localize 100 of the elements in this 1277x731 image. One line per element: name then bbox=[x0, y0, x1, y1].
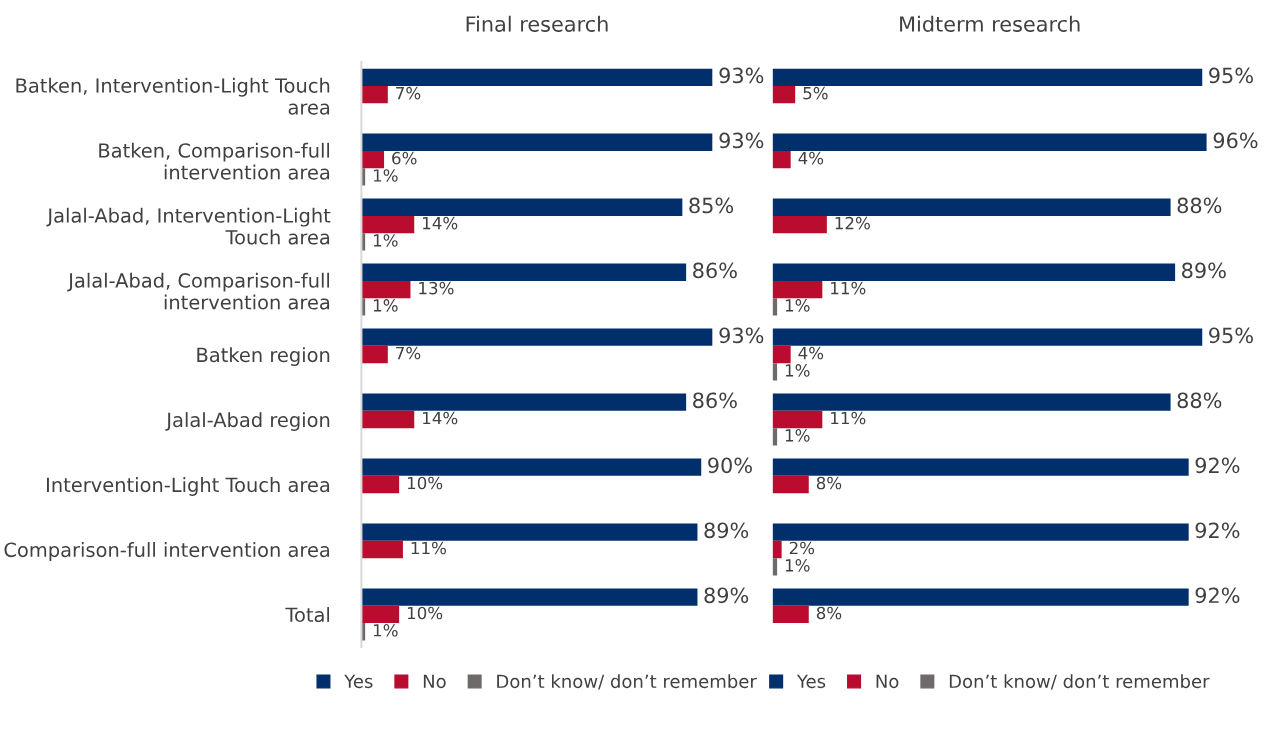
bar bbox=[772, 523, 1189, 541]
data-label: 7% bbox=[396, 86, 421, 100]
bar bbox=[361, 263, 687, 281]
bar bbox=[772, 475, 809, 494]
data-label: 85% bbox=[689, 197, 734, 214]
bar bbox=[361, 280, 411, 299]
data-label: 10% bbox=[407, 476, 443, 490]
bar bbox=[772, 150, 791, 169]
data-label: 95% bbox=[1209, 327, 1253, 344]
bar bbox=[772, 85, 796, 104]
data-label: 93% bbox=[719, 327, 764, 344]
legend-label: Yes bbox=[344, 674, 373, 689]
y-tick-label: Jalal-Abad region bbox=[165, 412, 330, 431]
bar bbox=[361, 345, 388, 364]
bar bbox=[772, 540, 782, 559]
data-label: 89% bbox=[1182, 262, 1226, 279]
data-label: 1% bbox=[785, 364, 810, 377]
data-label: 8% bbox=[816, 606, 842, 620]
data-label: 88% bbox=[1177, 392, 1222, 409]
bar bbox=[772, 215, 827, 234]
data-label: 95% bbox=[1209, 67, 1253, 84]
data-label: 4% bbox=[798, 346, 824, 360]
bar bbox=[361, 393, 687, 411]
data-label: 1% bbox=[785, 429, 810, 442]
bar bbox=[772, 588, 1189, 606]
data-label: 88% bbox=[1177, 197, 1222, 214]
data-label: 92% bbox=[1195, 457, 1240, 474]
data-label: 1% bbox=[373, 624, 398, 637]
bar bbox=[772, 363, 778, 381]
legend-label: Don’t know/ don’t remember bbox=[497, 674, 757, 690]
bar bbox=[361, 85, 388, 104]
data-label: 1% bbox=[373, 234, 398, 247]
bar bbox=[772, 68, 1203, 86]
data-label: 8% bbox=[816, 476, 842, 490]
bar bbox=[361, 588, 698, 606]
bar bbox=[361, 540, 403, 559]
data-label: 13% bbox=[419, 281, 454, 295]
bar bbox=[361, 68, 713, 86]
bar bbox=[772, 458, 1189, 476]
data-label: 90% bbox=[708, 457, 752, 474]
data-label: 11% bbox=[411, 541, 446, 555]
data-label: 92% bbox=[1195, 522, 1240, 539]
y-tick-label: Jalal-Abad, Comparison-full intervention area bbox=[67, 272, 330, 310]
y-tick-label: Jalal-Abad, Intervention-Light Touch area bbox=[46, 207, 331, 245]
bar bbox=[772, 410, 823, 429]
data-label: 86% bbox=[693, 262, 737, 279]
bar bbox=[772, 605, 809, 624]
data-label: 14% bbox=[423, 411, 458, 425]
bar bbox=[772, 393, 1171, 411]
chart-title: Final research bbox=[466, 15, 608, 32]
bar bbox=[772, 133, 1207, 151]
y-tick-label: Batken region bbox=[197, 347, 330, 366]
data-label: 4% bbox=[798, 151, 824, 165]
data-label: 2% bbox=[789, 541, 815, 555]
data-label: 93% bbox=[719, 67, 764, 84]
bar bbox=[772, 428, 778, 446]
bar bbox=[361, 458, 702, 476]
bar bbox=[361, 215, 415, 234]
bar bbox=[361, 150, 385, 169]
bar bbox=[772, 263, 1176, 281]
chart-title: Midterm research bbox=[900, 15, 1080, 32]
data-label: 86% bbox=[693, 392, 737, 409]
bar bbox=[772, 298, 778, 316]
data-label: 7% bbox=[396, 346, 421, 360]
legend-label: No bbox=[423, 674, 446, 689]
y-tick-label: Batken, Intervention-Light Touch area bbox=[16, 77, 330, 115]
bar bbox=[361, 523, 698, 541]
data-label: 89% bbox=[704, 587, 749, 604]
data-label: 6% bbox=[392, 151, 417, 165]
data-label: 89% bbox=[704, 522, 749, 539]
bar bbox=[772, 198, 1171, 216]
y-tick-label: Intervention-Light Touch area bbox=[47, 477, 330, 496]
data-label: 11% bbox=[831, 411, 866, 425]
legend-label: No bbox=[876, 674, 899, 689]
data-label: 12% bbox=[835, 216, 870, 230]
bar bbox=[361, 475, 400, 494]
y-tick-label: Total bbox=[285, 607, 330, 623]
bar bbox=[772, 328, 1203, 346]
data-label: 93% bbox=[719, 132, 764, 149]
bar bbox=[361, 605, 400, 624]
data-label: 1% bbox=[785, 299, 810, 312]
data-label: 1% bbox=[785, 559, 810, 572]
y-tick-label: Batken, Comparison-full intervention area bbox=[99, 142, 330, 180]
data-label: 14% bbox=[423, 216, 458, 230]
bar bbox=[772, 280, 823, 299]
legend-label: Don’t know/ don’t remember bbox=[949, 674, 1210, 690]
data-label: 96% bbox=[1213, 132, 1258, 149]
data-label: 11% bbox=[831, 281, 866, 295]
bar bbox=[361, 198, 683, 216]
bar bbox=[361, 133, 713, 151]
data-label: 10% bbox=[407, 606, 443, 620]
data-label: 92% bbox=[1195, 587, 1240, 604]
legend-label: Yes bbox=[796, 674, 826, 689]
bar bbox=[361, 410, 415, 429]
data-label: 1% bbox=[373, 169, 398, 182]
data-label: 5% bbox=[803, 86, 828, 100]
bar bbox=[772, 345, 791, 364]
y-tick-label: Comparison-full intervention area bbox=[4, 542, 330, 561]
data-label: 1% bbox=[373, 299, 398, 312]
bar bbox=[361, 328, 713, 346]
